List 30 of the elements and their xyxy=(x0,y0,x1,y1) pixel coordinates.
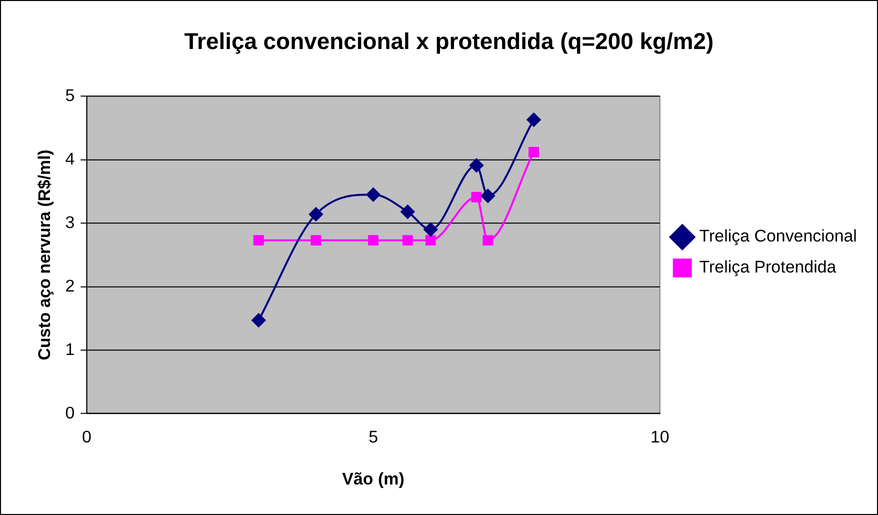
x-axis-title: Vão (m) xyxy=(342,470,404,489)
legend-label: Treliça Protendida xyxy=(699,258,837,277)
x-tick-label: 5 xyxy=(368,427,378,446)
point xyxy=(482,235,494,246)
x-tick-label: 10 xyxy=(650,427,670,446)
point xyxy=(528,146,540,158)
point xyxy=(424,222,438,236)
y-tick-label: 2 xyxy=(65,276,75,296)
point xyxy=(308,207,323,222)
y-tick-label: 5 xyxy=(65,86,75,105)
y-tick-label: 0 xyxy=(65,403,75,422)
point xyxy=(253,235,264,246)
point xyxy=(400,204,415,219)
point xyxy=(480,188,495,203)
y-tick-label: 3 xyxy=(65,212,75,232)
y-tick-label: 4 xyxy=(65,149,75,168)
point xyxy=(368,235,379,246)
chart-title: Treliça convencional x protendida (q=200 kg/m2) xyxy=(184,28,714,54)
y-axis-title: Custo aço nervura (R$/ml) xyxy=(34,150,54,360)
legend-label: Treliça Convencional xyxy=(699,226,857,246)
y-tick-label: 1 xyxy=(65,340,75,359)
point xyxy=(425,235,436,246)
point xyxy=(526,112,541,127)
x-tick-label: 0 xyxy=(82,427,92,446)
point xyxy=(469,158,484,172)
point xyxy=(471,192,482,202)
point xyxy=(252,313,266,328)
point xyxy=(402,235,413,246)
point xyxy=(366,188,380,202)
point xyxy=(310,235,322,246)
